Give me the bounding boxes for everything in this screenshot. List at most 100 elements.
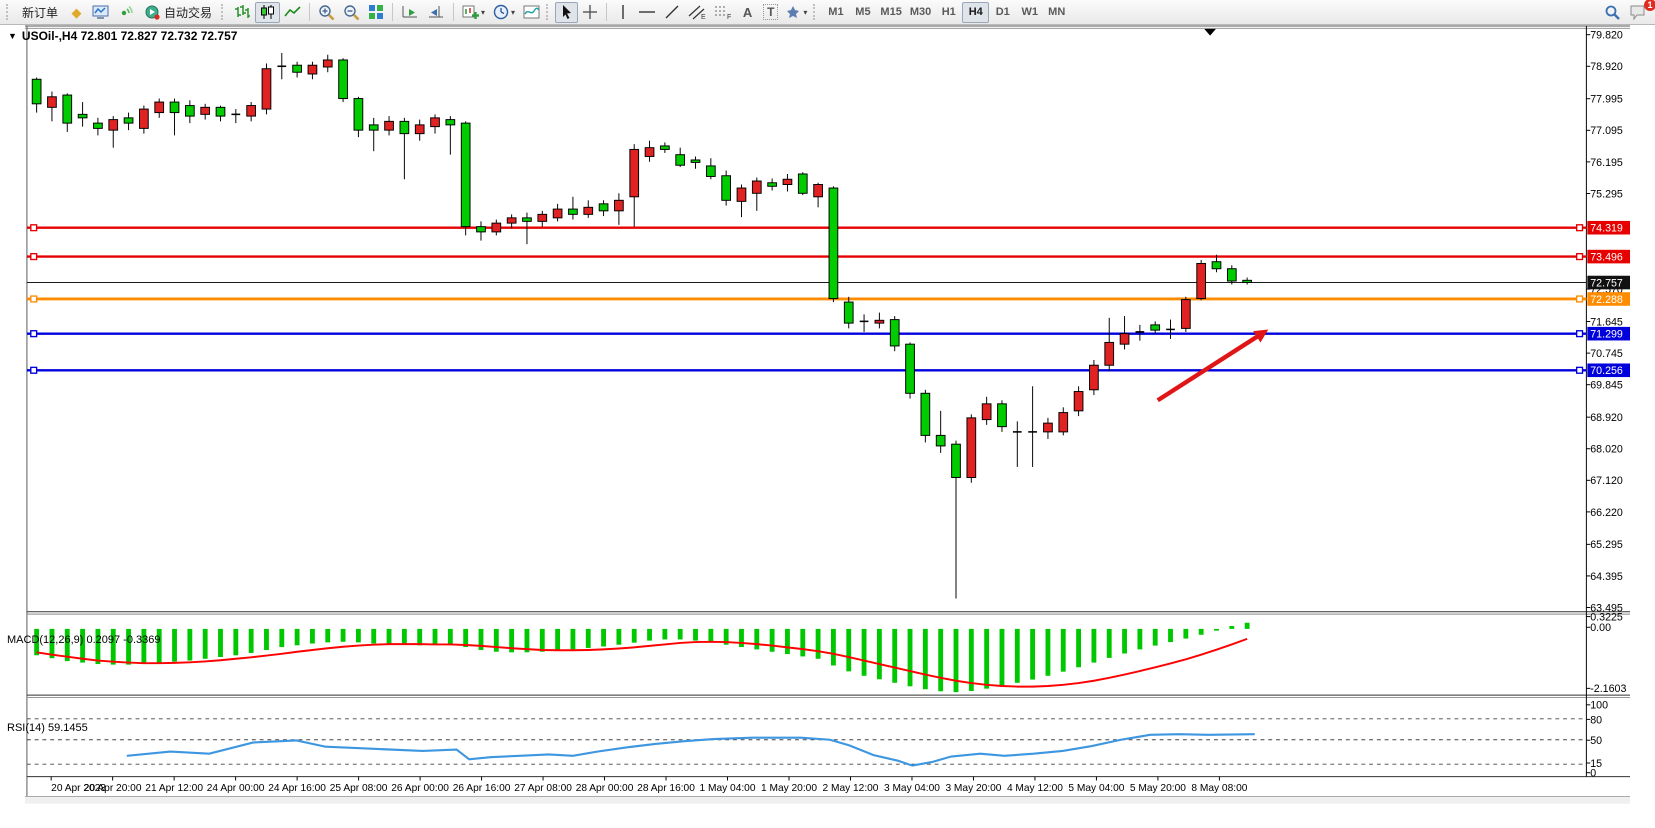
timeframe-m15[interactable]: M15	[880, 6, 902, 18]
svg-text:25 Apr 08:00: 25 Apr 08:00	[330, 783, 388, 794]
autotrade-button[interactable]: 自动交易	[137, 2, 219, 23]
timeframe-h1[interactable]: H1	[941, 6, 956, 18]
price-axis[interactable]: 79.82078.92077.99577.09576.19575.29572.5…	[1586, 30, 1623, 615]
search-icon	[1605, 5, 1620, 20]
periods-dropdown[interactable]: ▾	[489, 2, 519, 23]
tile-windows-button[interactable]	[364, 2, 388, 23]
arrows-dropdown[interactable]: ▾	[782, 2, 811, 23]
timeframe-h4[interactable]: H4	[962, 1, 990, 23]
timeframe-mn[interactable]: MN	[1048, 6, 1066, 18]
candlestick-chart-button[interactable]	[255, 1, 281, 23]
hlines-layer[interactable]	[26, 224, 1587, 374]
tile-windows-icon	[369, 5, 384, 19]
trendline-tool[interactable]	[660, 2, 684, 23]
svg-text:69.845: 69.845	[1590, 380, 1623, 392]
gold-funnel-icon: ◆	[71, 4, 82, 20]
chart-shift-icon	[429, 6, 444, 18]
new-order-button[interactable]: 新订单	[22, 5, 59, 20]
fibonacci-tool[interactable]: F	[710, 2, 736, 23]
svg-text:63.495: 63.495	[1590, 602, 1623, 614]
timeframe-m1[interactable]: M1	[828, 6, 844, 18]
svg-text:1 May 20:00: 1 May 20:00	[761, 783, 817, 794]
candlestick-chart-icon	[261, 5, 275, 19]
main-toolbar: 新订单 ◆ 自动交易	[0, 0, 1655, 25]
timeframe-d1[interactable]: D1	[995, 6, 1010, 18]
new-chart-dropdown[interactable]: ▾	[458, 2, 489, 23]
svg-text:26 Apr 16:00: 26 Apr 16:00	[453, 783, 511, 794]
toolbar-grip[interactable]	[813, 4, 818, 20]
svg-text:2 May 12:00: 2 May 12:00	[822, 783, 878, 794]
search-button[interactable]	[1600, 2, 1625, 23]
symbol-ohlc-text: USOil-,H4 72.801 72.827 72.732 72.757	[21, 29, 238, 43]
notifications-button[interactable]: 1	[1625, 0, 1655, 23]
hline-anchor	[30, 253, 38, 261]
price-badge	[1587, 220, 1631, 235]
svg-text:24 Apr 16:00: 24 Apr 16:00	[268, 783, 326, 794]
text-tool[interactable]: A	[736, 2, 759, 23]
svg-text:68.920: 68.920	[1590, 412, 1623, 424]
chart-shift-marker-icon[interactable]	[1204, 28, 1216, 36]
svg-text:65.295: 65.295	[1590, 539, 1623, 551]
svg-text:5 May 04:00: 5 May 04:00	[1068, 783, 1124, 794]
signals-button[interactable]	[113, 2, 137, 23]
svg-text:72.757: 72.757	[1590, 277, 1623, 289]
zoom-out-button[interactable]	[339, 2, 364, 23]
price-badge	[1587, 292, 1631, 306]
price-badge	[1587, 275, 1631, 290]
svg-text:76.195: 76.195	[1590, 157, 1623, 169]
hline-anchor	[1575, 224, 1584, 232]
autotrade-icon	[145, 5, 160, 20]
channel-sub-label: E	[701, 14, 706, 20]
svg-text:20 Apr 20:00: 20 Apr 20:00	[84, 783, 142, 794]
crosshair-icon	[583, 5, 598, 19]
cursor-button[interactable]	[555, 1, 579, 23]
toolbar-grip[interactable]	[546, 4, 551, 20]
zoom-in-button[interactable]	[314, 2, 339, 23]
new-chart-icon	[462, 5, 480, 19]
price-badge	[1587, 363, 1631, 378]
text-label-tool[interactable]: T	[759, 2, 782, 23]
text-tool-icon: A	[742, 4, 753, 20]
svg-text:0.3225: 0.3225	[1590, 611, 1623, 623]
clock-icon	[493, 4, 509, 20]
trendline-icon	[665, 5, 679, 19]
timeframe-w1[interactable]: W1	[1021, 6, 1038, 18]
svg-text:0.00: 0.00	[1590, 622, 1611, 634]
rsi-pane: 100 80 50 150	[26, 700, 1608, 780]
equidistant-channel-tool[interactable]: E	[684, 2, 710, 23]
price-badges: 74.319 73.496 72.757 72.288 71.299 70.256	[1587, 220, 1631, 378]
svg-text:72.288: 72.288	[1590, 294, 1623, 306]
svg-text:66.220: 66.220	[1590, 507, 1623, 519]
timeframe-m5[interactable]: M5	[855, 6, 871, 18]
zoom-in-icon	[319, 4, 335, 20]
chart-shift-button[interactable]	[423, 2, 449, 23]
symbol-dropdown-icon[interactable]: ▼	[8, 31, 17, 41]
chart-canvas[interactable]: 79.82078.92077.99577.09576.19575.29572.5…	[0, 25, 1655, 828]
indicators-button[interactable]	[519, 2, 544, 23]
line-chart-button[interactable]	[280, 2, 305, 23]
hline-anchor	[1575, 253, 1584, 261]
arrow-annotation[interactable]	[1156, 329, 1269, 403]
templates-button[interactable]: ◆	[65, 2, 88, 23]
bar-chart-button[interactable]	[230, 2, 255, 23]
horizontal-line-tool[interactable]	[634, 2, 660, 23]
auto-scroll-button[interactable]	[397, 2, 423, 23]
svg-text:77.095: 77.095	[1590, 125, 1623, 137]
svg-text:1 May 04:00: 1 May 04:00	[700, 783, 756, 794]
toolbar-grip[interactable]	[6, 4, 11, 20]
timeframe-m30[interactable]: M30	[909, 6, 932, 18]
svg-text:0: 0	[1590, 768, 1596, 780]
candles-layer	[31, 52, 1252, 599]
profiles-button[interactable]	[88, 2, 113, 23]
line-chart-icon	[284, 6, 301, 17]
svg-text:75.295: 75.295	[1590, 188, 1623, 200]
svg-text:78.920: 78.920	[1590, 61, 1623, 73]
price-badge	[1587, 249, 1631, 264]
hline-anchor	[30, 224, 38, 232]
svg-text:100: 100	[1590, 700, 1608, 712]
toolbar-grip[interactable]	[221, 4, 226, 20]
vertical-line-tool[interactable]	[611, 2, 634, 23]
crosshair-button[interactable]	[578, 2, 602, 23]
bar-chart-icon	[235, 5, 251, 18]
